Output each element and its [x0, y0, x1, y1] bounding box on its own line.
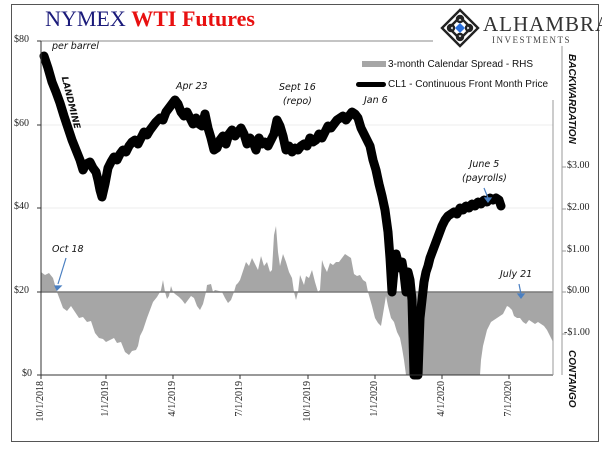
ytick-left-20: $20 [14, 285, 29, 296]
xtick-2020-07: 7/1/2020 [503, 381, 514, 417]
july21-label: July 21 [500, 269, 533, 280]
legend-swatch-spread [362, 61, 386, 67]
ytick-left-60: $60 [14, 118, 29, 129]
ytick-right-0: $0.00 [567, 285, 590, 296]
chart-frame [11, 4, 599, 442]
title-nymex: NYMEX [45, 6, 126, 31]
ytick-left-0: $0 [22, 368, 32, 379]
legend-swatch-price [356, 81, 386, 87]
xtick-2019-04: 4/1/2019 [167, 381, 178, 417]
brand-sub: INVESTMENTS [492, 35, 571, 45]
diamond-lattice-icon [440, 8, 480, 48]
xtick-2020-04: 4/1/2020 [436, 381, 447, 417]
ytick-right-1: $1.00 [567, 244, 590, 255]
legend-label-spread: 3-month Calendar Spread - RHS [388, 58, 534, 70]
xtick-2019-07: 7/1/2019 [234, 381, 245, 417]
xtick-2019-10: 10/1/2019 [302, 381, 313, 422]
brand-name: ALHAMBRA [483, 12, 602, 36]
contango-label: CONTANGO [566, 350, 577, 408]
june5-label: June 5 (payrolls) [462, 158, 507, 186]
legend-item-spread: 3-month Calendar Spread - RHS [362, 54, 548, 74]
xtick-2018-10: 10/1/2018 [35, 381, 46, 422]
chart-legend: 3-month Calendar Spread - RHS CL1 - Cont… [356, 54, 549, 94]
sept16-text: Sept 16 [279, 82, 316, 93]
backwardation-label: BACKWARDATION [566, 54, 577, 144]
sept16-sub: (repo) [282, 96, 312, 107]
apr23-label: Apr 23 [176, 81, 208, 92]
ytick-left-40: $40 [14, 201, 29, 212]
june5-sub: (payrolls) [462, 173, 507, 184]
ytick-right-2: $2.00 [567, 202, 590, 213]
sept16-label: Sept 16 (repo) [279, 81, 316, 109]
xtick-2019-01: 1/1/2019 [100, 381, 111, 417]
title-wti-futures: WTI Futures [131, 6, 255, 31]
price-line [39, 51, 506, 380]
ytick-right-3: $3.00 [567, 160, 590, 171]
june5-text: June 5 [469, 159, 500, 170]
unit-note: per barrel [52, 41, 99, 52]
ytick-left-80: $80 [14, 34, 29, 45]
ytick-right-neg1: -$1.00 [564, 327, 590, 338]
oct18-label: Oct 18 [52, 244, 84, 255]
legend-label-price: CL1 - Continuous Front Month Price [388, 78, 549, 90]
jan6-label: Jan 6 [364, 95, 388, 106]
legend-item-price: CL1 - Continuous Front Month Price [356, 74, 549, 94]
chart-title: NYMEX WTI Futures [0, 6, 300, 32]
xtick-2020-01: 1/1/2020 [369, 381, 380, 417]
